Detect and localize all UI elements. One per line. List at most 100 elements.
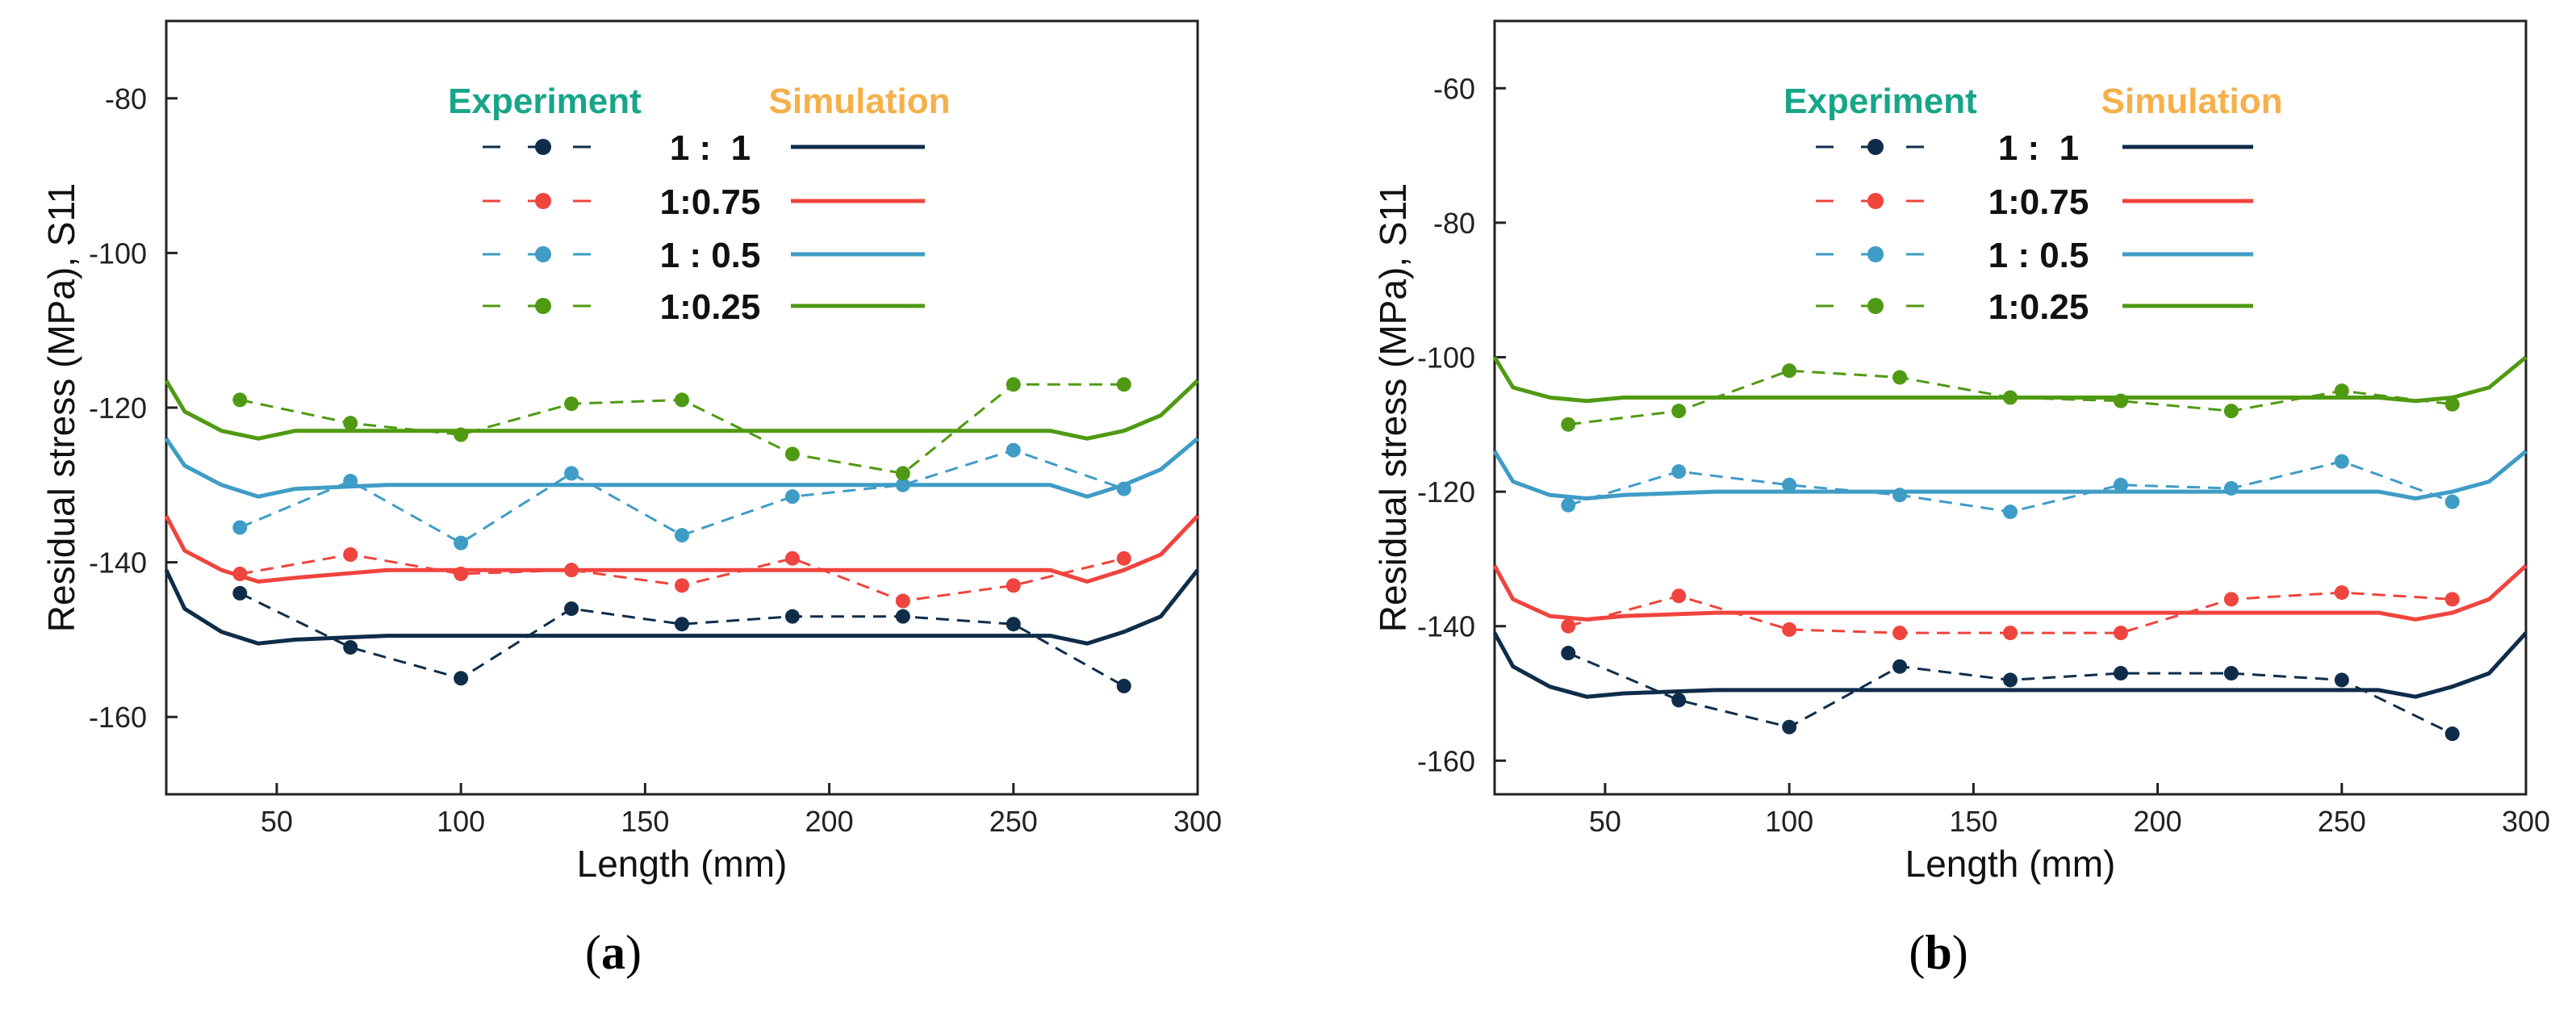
x-tick-label: 100 [437,805,485,838]
legend-entry: 1 : 0.5 [483,236,925,275]
data-point [2444,592,2460,607]
legend-marker [535,193,551,209]
simulation-line [1492,450,2528,500]
x-tick-label: 50 [261,805,293,838]
legend-marker [535,246,551,262]
y-axis-label: Residual stress (MPa), S11 [40,183,82,632]
data-point [1782,622,1797,637]
data-point [1671,464,1687,479]
legend-marker [1867,298,1884,314]
data-point [2334,672,2349,688]
x-tick-label: 50 [1589,805,1621,838]
data-point [1006,442,1021,458]
legend-entry: 1 : 1 [483,128,925,168]
legend-marker [535,139,551,155]
data-point [1006,377,1021,392]
data-point [784,609,800,624]
data-point [1782,363,1797,379]
y-tick-label: -80 [105,82,147,115]
x-tick-label: 250 [989,805,1038,838]
data-point [1561,646,1576,661]
panel-label: (a) [585,926,642,979]
data-point [1892,488,1908,503]
data-point [675,392,689,408]
data-point [1671,693,1687,708]
data-point [1892,626,1908,641]
panel-label-part: ( [1909,926,1925,979]
y-tick-label: -120 [89,391,147,425]
legend-marker [1867,246,1884,262]
data-point [343,547,358,563]
experiment-line [239,592,1125,688]
y-tick-label: -160 [1417,744,1475,777]
legend-entry: 1 : 0.5 [1816,236,2253,275]
data-point [2444,494,2460,509]
data-point [784,446,800,462]
data-point [2113,666,2128,681]
legend-label: 1:0.25 [1988,287,2089,327]
data-point [1561,497,1576,513]
x-tick-label: 100 [1765,805,1813,838]
panel-label-part: ( [585,926,601,979]
data-point [1561,417,1576,432]
x-tick-label: 150 [621,805,669,838]
data-point [1782,719,1797,735]
x-tick-label: 300 [2502,805,2550,838]
experiment-line [1567,651,2453,735]
simulation-line [1492,563,2528,622]
data-point [2003,672,2018,688]
legend-entry: 1:0.25 [1816,287,2253,327]
panel-label: (b) [1909,926,1968,979]
y-tick-label: -60 [1433,72,1475,105]
x-tick-label: 250 [2318,805,2366,838]
simulation-line [1492,631,2528,699]
panel-label-part: b [1925,926,1951,979]
data-point [564,466,579,481]
data-point [232,520,248,535]
legend-entry: 1:0.75 [1816,182,2253,222]
x-axis-label: Length (mm) [577,843,788,885]
simulation-line [164,379,1199,441]
panel-label-part: a [601,926,625,979]
legend-header-experiment: Experiment [1784,82,1977,121]
data-point [343,416,358,431]
x-tick-label: 200 [2134,805,2182,838]
y-axis-label: Residual stress (MPa), S11 [1372,183,1414,632]
data-point [2334,383,2349,399]
data-point [2223,592,2239,607]
data-point [454,566,469,581]
data-point [675,578,689,593]
data-point [2444,396,2460,412]
y-tick-label: -100 [1417,341,1475,375]
legend-label: 1 : 0.5 [1988,236,2089,275]
data-point [343,474,358,489]
data-point [675,617,689,632]
y-tick-label: -120 [1417,475,1475,509]
data-point [784,551,800,566]
legend-marker [1867,193,1884,209]
legend-entry: 1:0.25 [483,287,925,327]
data-point [1116,481,1131,496]
data-point [895,593,910,609]
data-point [1671,588,1687,604]
data-point [564,601,579,617]
data-point [564,396,579,412]
y-tick-label: -80 [1433,207,1475,240]
data-point [232,585,248,601]
data-point [232,392,248,408]
legend-entry: 1 : 1 [1816,128,2253,168]
legend-marker [535,298,551,314]
legend-label: 1 : 0.5 [660,236,761,275]
panel-label-part: ) [625,926,642,979]
data-point [564,563,579,578]
data-point [675,528,689,543]
data-point [2223,666,2239,681]
data-point [1892,659,1908,674]
data-point [1006,617,1021,632]
legend-entry: 1:0.75 [483,182,925,222]
data-point [2003,390,2018,405]
simulation-line [1492,355,2528,404]
data-point [1006,578,1021,593]
chart-b: 50 100 150 200 250 300 -160 -140 -120 -100 -80 -60 L… [1372,19,2550,979]
data-point [454,671,469,686]
